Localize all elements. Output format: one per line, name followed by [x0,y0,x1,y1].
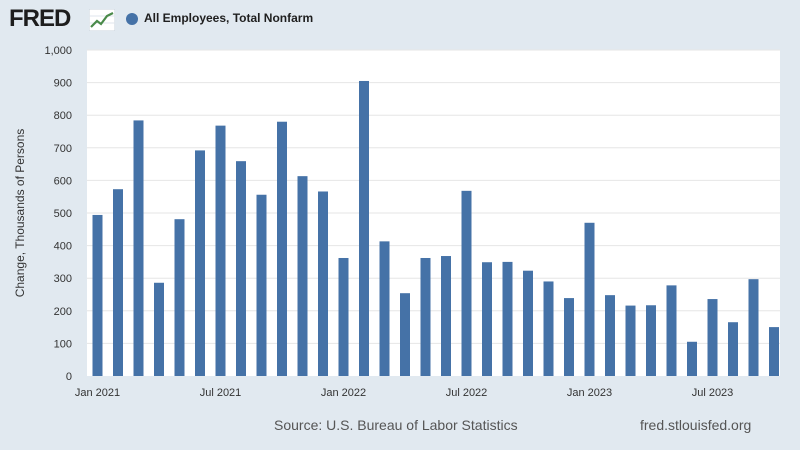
fred-logo[interactable]: FRED [9,5,71,32]
bar[interactable] [441,256,451,376]
bar[interactable] [92,214,103,376]
bar[interactable] [420,257,431,376]
y-axis-label: Change, Thousands of Persons [13,129,27,298]
y-tick-label: 900 [54,78,72,90]
bar[interactable] [666,285,677,376]
bar[interactable] [359,80,369,376]
bar[interactable] [195,150,205,376]
bar[interactable] [236,161,246,376]
bar[interactable] [625,305,636,376]
bar[interactable] [605,295,615,376]
y-tick-label: 500 [54,208,72,220]
x-tick-label: Jan 2021 [75,387,120,399]
bar[interactable] [379,241,390,376]
source-text: Source: U.S. Bureau of Labor Statistics [274,417,518,433]
y-tick-label: 800 [54,110,72,122]
y-tick-label: 600 [54,175,72,187]
bar[interactable] [318,191,328,376]
bar[interactable] [646,305,656,376]
bars [92,80,779,376]
header: FRED All Employees, Total Nonfarm [0,0,800,40]
legend-swatch [126,13,138,25]
bar[interactable] [297,176,308,376]
bar[interactable] [154,282,164,376]
x-tick-labels: Jan 2021 Jul 2021 Jan 2022 Jul 2022 Jan 2023… [75,387,733,399]
trend-line-icon [89,9,115,31]
fred-url-link[interactable]: fred.stlouisfed.org [640,417,752,433]
bar[interactable] [728,322,738,376]
bar[interactable] [707,299,718,376]
x-tick-label: Jan 2022 [321,387,366,399]
bar[interactable] [174,219,185,376]
bar[interactable] [482,262,492,376]
y-tick-label: 700 [54,143,72,155]
y-tick-label: 300 [54,273,72,285]
y-tick-labels: 0 100 200 300 400 500 600 700 800 900 1,000 [44,45,72,383]
x-tick-label: Jan 2023 [567,387,612,399]
y-tick-label: 1,000 [44,45,72,57]
bar[interactable] [584,222,595,376]
bar[interactable] [277,121,287,376]
bar[interactable] [564,298,574,376]
x-tick-label: Jul 2023 [692,387,734,399]
y-tick-label: 0 [66,371,72,383]
bar[interactable] [748,279,759,376]
bar[interactable] [461,190,472,376]
bar[interactable] [687,341,697,376]
x-tick-label: Jul 2022 [446,387,488,399]
bar[interactable] [113,189,123,376]
bar[interactable] [523,270,533,376]
bar[interactable] [338,257,349,376]
bar[interactable] [256,194,267,376]
bar[interactable] [543,281,554,376]
bar[interactable] [502,261,513,376]
bar[interactable] [769,327,779,376]
bar[interactable] [215,125,226,376]
y-tick-label: 100 [54,338,72,350]
bar[interactable] [133,120,144,376]
legend-label: All Employees, Total Nonfarm [144,11,314,25]
x-tick-label: Jul 2021 [200,387,242,399]
y-tick-label: 400 [54,241,72,253]
y-tick-label: 200 [54,306,72,318]
bar[interactable] [400,293,410,376]
